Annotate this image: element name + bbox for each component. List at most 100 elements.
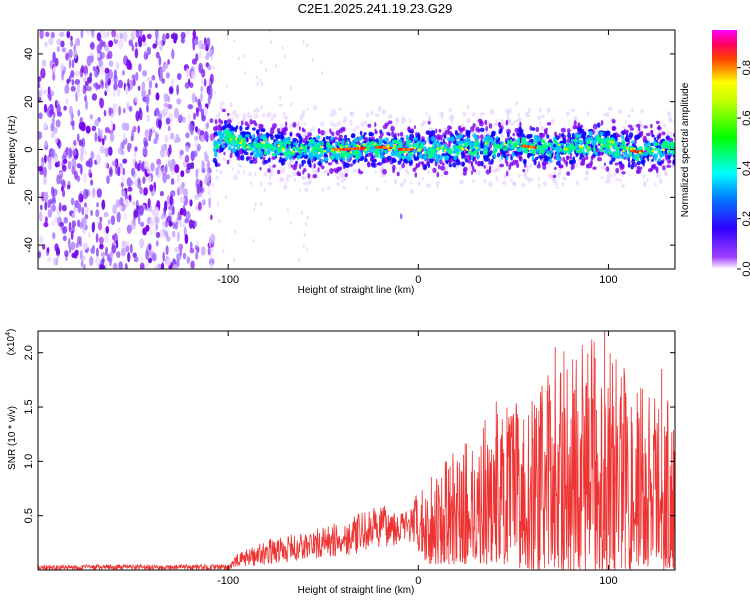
snr-series-line [38, 339, 675, 570]
noise-blob [127, 252, 131, 263]
band-blob [577, 158, 582, 164]
band-blob [237, 163, 241, 167]
band-blob [498, 129, 502, 135]
band-blob [544, 155, 549, 161]
band-blob [228, 123, 231, 128]
band-blob [640, 156, 643, 161]
noise-blob [157, 263, 162, 269]
noise-blob [118, 105, 122, 116]
band-blob [592, 153, 596, 157]
noise-blob [38, 81, 41, 89]
noise-blob [125, 245, 130, 253]
band-blob [483, 178, 487, 184]
colorbar-swatch [712, 30, 737, 269]
band-blob [588, 139, 591, 145]
noise-blob [253, 207, 256, 212]
noise-blob [201, 160, 205, 170]
band-blob [594, 130, 599, 136]
band-blob [456, 141, 462, 145]
noise-blob [71, 157, 77, 169]
band-blob [279, 156, 283, 162]
band-blob [259, 167, 262, 171]
colorbar-tick-label: 0.2 [741, 211, 750, 226]
noise-blob [109, 133, 115, 142]
band-blob [491, 140, 497, 144]
band-blob [252, 159, 258, 164]
noise-blob [189, 199, 193, 207]
noise-blob [91, 125, 97, 132]
noise-blob [312, 169, 315, 174]
noise-blob [50, 186, 55, 197]
noise-blob [73, 48, 78, 60]
band-blob [650, 123, 653, 129]
noise-blob [77, 109, 81, 117]
band-blob [214, 145, 217, 151]
noise-blob [139, 238, 145, 249]
noise-blob [233, 39, 236, 43]
band-blob [305, 135, 309, 141]
band-yellow-blob [609, 145, 612, 148]
band-blob [409, 133, 415, 139]
noise-blob [174, 246, 180, 253]
band-blob [626, 133, 629, 139]
noise-blob [52, 73, 56, 81]
noise-blob [274, 64, 277, 68]
band-blob [309, 132, 312, 137]
band-blob [624, 137, 630, 142]
noise-blob [158, 56, 162, 66]
band-blob [450, 136, 455, 142]
band-blob [654, 182, 657, 187]
band-blob [506, 132, 510, 138]
band-blob [448, 163, 452, 168]
band-blob [284, 116, 288, 121]
band-blob [345, 162, 350, 169]
band-blob [382, 168, 387, 175]
noise-blob [163, 93, 169, 103]
band-blob [406, 139, 410, 145]
band-blob [254, 143, 258, 147]
band-blob [288, 154, 293, 161]
band-blob [302, 176, 307, 180]
noise-blob [83, 77, 86, 84]
band-blob [340, 126, 346, 131]
noise-blob [138, 63, 142, 72]
band-blob [329, 168, 334, 174]
band-blob [392, 164, 396, 171]
noise-blob [143, 137, 148, 146]
noise-blob [191, 92, 196, 103]
band-blob [662, 158, 665, 164]
band-blob [604, 162, 606, 166]
band-blob [502, 181, 507, 186]
noise-blob [321, 187, 324, 192]
noise-blob [213, 90, 216, 95]
band-blob [640, 159, 644, 165]
band-blob [365, 112, 370, 118]
band-blob [666, 141, 670, 148]
noise-blob [188, 122, 194, 132]
noise-blob [104, 161, 108, 169]
band-blob [284, 138, 288, 143]
band-blob [296, 154, 301, 160]
spectrogram-y-tick-label: -40 [23, 237, 35, 253]
noise-blob [70, 241, 76, 251]
band-blob [386, 149, 388, 155]
noise-blob [39, 235, 44, 244]
band-blob [651, 164, 656, 169]
spectrogram-y-tick-label: 20 [23, 96, 35, 108]
band-blob [321, 140, 324, 147]
noise-blob [40, 86, 43, 96]
band-blob [303, 147, 307, 153]
noise-blob [39, 30, 44, 40]
band-blob [470, 151, 475, 156]
band-blob [316, 135, 321, 140]
band-blob [521, 182, 526, 188]
band-blob [302, 129, 306, 133]
band-blob [375, 130, 378, 134]
spectrogram-frame [37, 29, 676, 270]
spectrogram-x-tick-label: 0 [415, 274, 421, 286]
band-blob [621, 184, 625, 189]
noise-blob [51, 220, 56, 226]
noise-blob [107, 146, 113, 156]
noise-blob [208, 236, 212, 248]
noise-blob [198, 50, 202, 58]
